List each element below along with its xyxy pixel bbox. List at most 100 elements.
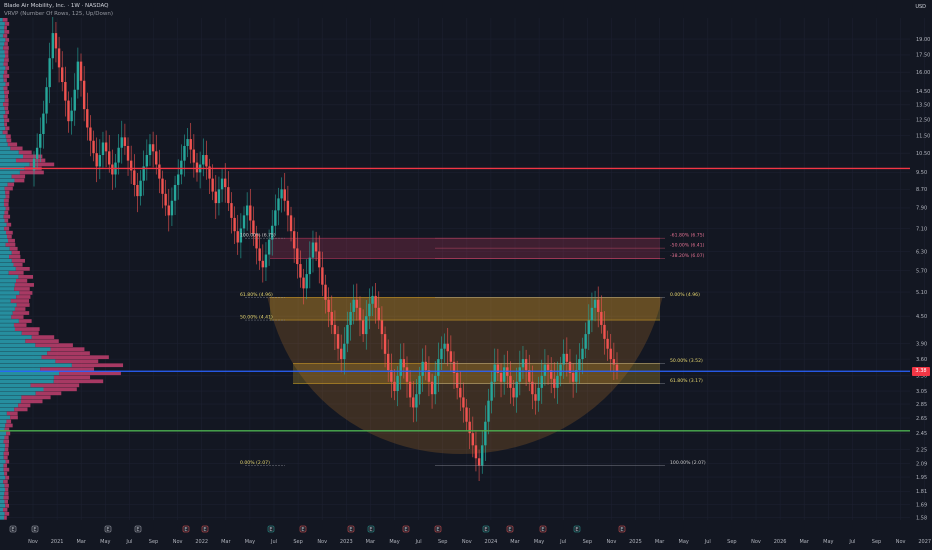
- candle-body: [245, 205, 249, 216]
- x-tick-label: 2025: [629, 539, 642, 545]
- volume-profile-bar-up: [0, 335, 32, 339]
- volume-profile-bar-up: [0, 411, 7, 416]
- x-tick-label: 2023: [340, 539, 353, 545]
- candle-body: [129, 160, 133, 171]
- volume-profile-bar-up: [0, 54, 5, 58]
- volume-profile-bar-up: [0, 78, 4, 82]
- volume-profile-bar-down: [5, 459, 10, 464]
- candle-body: [430, 381, 434, 395]
- volume-profile-bar-down: [4, 30, 10, 34]
- volume-profile-bar-down: [3, 202, 9, 207]
- candle-body: [89, 127, 92, 141]
- candle-body: [170, 200, 174, 216]
- candle-body: [587, 320, 590, 335]
- volume-profile-bar-up: [0, 435, 5, 440]
- candle-body: [534, 394, 537, 401]
- event-marker: [182, 525, 190, 533]
- fib-right-label: -61.80% (6.75): [670, 233, 705, 239]
- volume-profile-bar-down: [4, 511, 10, 516]
- volume-profile-bar-down: [4, 118, 10, 123]
- y-tick-label: 4.50: [916, 314, 927, 320]
- volume-profile-bar-down: [3, 114, 8, 119]
- candle-body: [515, 381, 518, 398]
- volume-profile-bar-down: [3, 198, 9, 203]
- price-axis[interactable]: 19.00 17.50 16.00 14.50 13.50 12.50 11.50 10.50…: [916, 37, 930, 521]
- volume-profile-bar-down: [16, 279, 28, 283]
- volume-profile-bar-up: [0, 22, 5, 26]
- volume-profile-bar-up: [0, 158, 16, 163]
- volume-profile-bar-up: [0, 154, 24, 159]
- volume-profile-bar-up: [0, 198, 4, 203]
- volume-profile-bar-up: [0, 339, 26, 343]
- volume-profile-bar-down: [3, 46, 9, 50]
- fib-left-label: 0.00% (2.07): [240, 460, 270, 466]
- volume-profile-bar-down: [35, 343, 73, 348]
- candle-body: [79, 61, 83, 81]
- candle-body: [176, 174, 180, 185]
- candle-body: [255, 233, 258, 249]
- candle-body: [455, 372, 459, 388]
- volume-profile-bar-down: [4, 491, 9, 496]
- candle-body: [615, 364, 619, 372]
- candle-body: [167, 205, 170, 216]
- volume-profile-bar-down: [30, 383, 80, 388]
- candle-body: [361, 320, 365, 335]
- volume-profile-bar-up: [0, 515, 5, 520]
- x-tick-label: 2027: [918, 539, 931, 545]
- fib-left-label: 100.00% (6.75): [240, 233, 276, 239]
- symbol-title[interactable]: Blade Air Mobility, Inc. · 1W · NASDAQ: [4, 3, 109, 9]
- candle-body: [205, 155, 208, 167]
- time-axis[interactable]: Nov 2021 Mar May Jul Sep Nov 2022 Mar May Jul Sep No…: [28, 539, 932, 545]
- candles: [32, 17, 619, 482]
- volume-profile-bar-down: [3, 439, 10, 444]
- volume-profile-bar-up: [0, 170, 20, 175]
- volume-profile-bar-down: [4, 22, 10, 26]
- volume-profile-bar-up: [0, 238, 9, 243]
- volume-profile-bar-up: [0, 258, 12, 263]
- event-marker: [347, 525, 355, 533]
- volume-profile-bar-up: [0, 431, 7, 436]
- candle-body: [35, 147, 39, 159]
- volume-profile-bar-up: [0, 327, 15, 331]
- volume-profile-bar-down: [2, 18, 8, 22]
- indicator-label[interactable]: VRVP (Number Of Rows, 125, Up/Down): [4, 11, 114, 17]
- volume-profile-bar-down: [4, 50, 9, 54]
- candle-body: [136, 184, 139, 197]
- volume-profile-bar-up: [0, 262, 14, 267]
- volume-profile-bar-down: [53, 375, 91, 380]
- volume-profile-bar-up: [0, 142, 8, 147]
- candle-body: [402, 359, 406, 368]
- y-tick-label: 16.00: [916, 70, 930, 76]
- candle-body: [274, 210, 277, 226]
- volume-profile-bar-down: [3, 74, 10, 78]
- volume-profile-bar-down: [4, 435, 9, 440]
- currency-label[interactable]: USD: [915, 4, 926, 10]
- candle-body: [158, 164, 161, 179]
- volume-profile-bar-down: [4, 483, 9, 488]
- candle-body: [540, 375, 543, 388]
- candle-body: [427, 370, 431, 382]
- x-tick-label: Sep: [438, 539, 447, 545]
- candle-body: [123, 137, 127, 146]
- volume-profile-bar-down: [4, 90, 9, 95]
- volume-profile-bar-up: [0, 471, 5, 476]
- y-tick-label: 2.09: [916, 462, 927, 468]
- candle-body: [296, 248, 299, 265]
- volume-profile-bar-down: [4, 447, 9, 452]
- candle-body: [390, 370, 393, 382]
- candle-body: [393, 381, 396, 392]
- candle-body: [321, 267, 324, 285]
- volume-profile-bar-down: [3, 495, 9, 500]
- candle-body: [352, 299, 355, 312]
- volume-profile-bar-up: [0, 395, 22, 400]
- candle-body: [590, 307, 594, 321]
- volume-profile-bar-down: [6, 411, 18, 416]
- candle-body: [330, 311, 333, 325]
- candle-body: [609, 348, 612, 360]
- x-tick-label: Mar: [510, 539, 520, 545]
- candle-body: [39, 134, 42, 148]
- candle-body: [70, 110, 73, 122]
- volume-profile-bar-down: [3, 34, 8, 38]
